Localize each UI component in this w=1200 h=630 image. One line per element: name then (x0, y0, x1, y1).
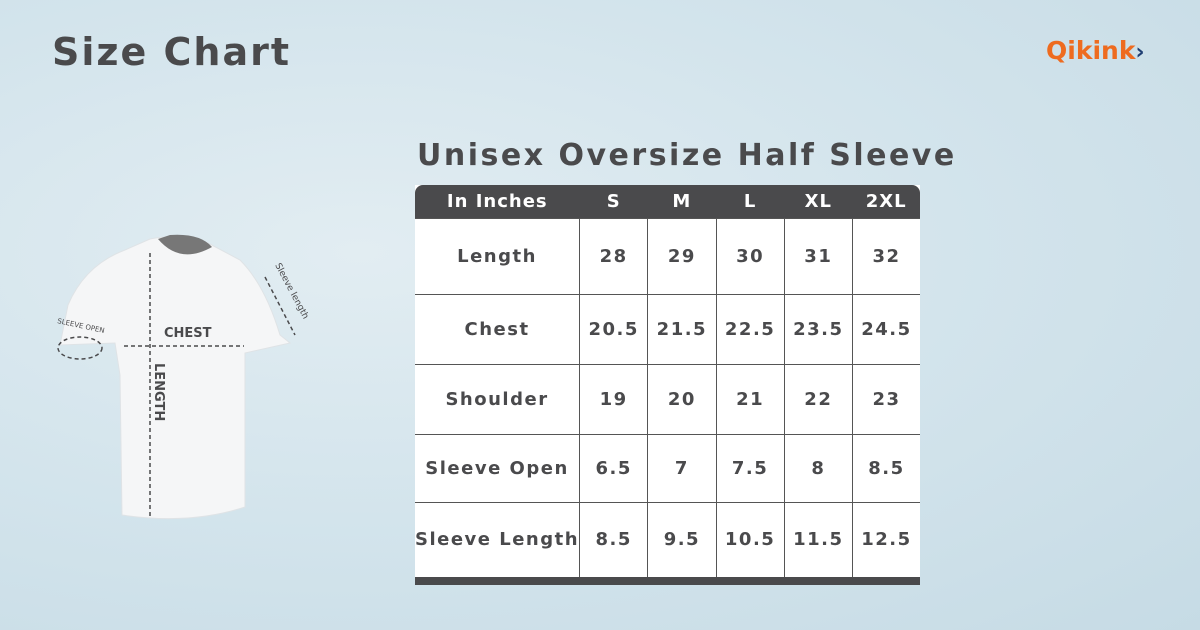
table-cell: 29 (647, 217, 717, 295)
row-label: Chest (415, 293, 581, 365)
table-cell: 20 (647, 363, 717, 435)
table-cell: 21.5 (647, 293, 717, 365)
row-label: Sleeve Length (415, 501, 581, 578)
table-cell: 7.5 (715, 433, 785, 503)
column-header: M (647, 185, 716, 218)
table-cell: 19 (579, 363, 649, 435)
sleeve-length-label: Sleeve length (272, 262, 310, 321)
table-cell: 30 (715, 217, 785, 295)
table-cell: 21 (715, 363, 785, 435)
column-header: S (579, 185, 648, 218)
column-header: L (716, 185, 785, 218)
row-label: Length (415, 217, 581, 295)
table-cell: 8.5 (851, 433, 920, 503)
table-cell: 6.5 (579, 433, 649, 503)
row-label: Shoulder (415, 363, 581, 435)
table-cell: 9.5 (647, 501, 717, 578)
table-cell: 23 (851, 363, 920, 435)
table-cell: 24.5 (851, 293, 920, 365)
table-cell: 20.5 (579, 293, 649, 365)
table-cell: 32 (851, 217, 920, 295)
table-row: Sleeve Open 6.5 7 7.5 8 8.5 (415, 433, 920, 503)
column-header: In Inches (415, 185, 580, 218)
tshirt-shape (59, 236, 292, 520)
table-cell: 11.5 (783, 501, 853, 578)
table-cell: 23.5 (783, 293, 853, 365)
table-row: Chest 20.5 21.5 22.5 23.5 24.5 (415, 293, 920, 365)
length-label: LENGTH (151, 363, 166, 421)
table-cell: 7 (647, 433, 717, 503)
sleeve-length-line (264, 276, 296, 336)
table-cell: 12.5 (851, 501, 920, 578)
column-header: 2XL (852, 185, 920, 218)
table-bottom-bar (415, 577, 920, 585)
chevron-right-icon: › (1135, 40, 1145, 65)
table-cell: 28 (579, 217, 649, 295)
sleeve-open-ellipse (57, 336, 103, 360)
table-cell: 8.5 (579, 501, 649, 578)
table-cell: 10.5 (715, 501, 785, 578)
table-cell: 31 (783, 217, 853, 295)
brand-logo: Qikink› (1046, 36, 1145, 65)
page-title: Size Chart (52, 30, 292, 74)
chest-label: CHEST (164, 326, 212, 341)
row-label: Sleeve Open (415, 433, 581, 503)
size-table: In Inches S M L XL 2XL Length 28 29 30 31 32 C… (415, 185, 920, 578)
table-header: In Inches S M L XL 2XL (415, 185, 920, 218)
table-cell: 22.5 (715, 293, 785, 365)
tshirt-diagram: CHEST LENGTH SLEEVE OPEN Sleeve length (57, 234, 310, 520)
collar (158, 234, 212, 255)
chart-title: Unisex Oversize Half Sleeve (417, 138, 957, 173)
table-cell: 8 (783, 433, 853, 503)
table-row: Shoulder 19 20 21 22 23 (415, 363, 920, 435)
table-cell: 22 (783, 363, 853, 435)
column-header: XL (784, 185, 853, 218)
table-row: Length 28 29 30 31 32 (415, 217, 920, 295)
table-row: Sleeve Length 8.5 9.5 10.5 11.5 12.5 (415, 501, 920, 578)
